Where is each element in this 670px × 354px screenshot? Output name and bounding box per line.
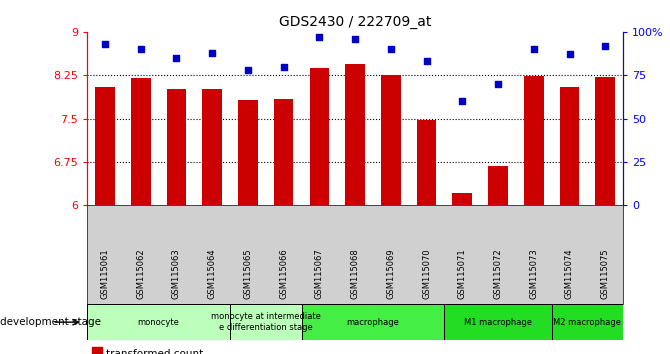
Point: [350, 36, 360, 42]
Bar: [230, 304, 302, 340]
Text: GSM115069: GSM115069: [387, 249, 395, 299]
Point: [385, 46, 396, 52]
Text: GSM115071: GSM115071: [458, 249, 467, 299]
Text: M1 macrophage: M1 macrophage: [464, 318, 532, 327]
Bar: [167, 88, 186, 205]
Text: GSM115068: GSM115068: [350, 249, 360, 299]
Bar: [524, 76, 543, 205]
Bar: [274, 99, 293, 205]
Point: [529, 46, 539, 52]
Bar: [92, 347, 102, 354]
Text: transformed count: transformed count: [106, 349, 203, 354]
Text: GSM115074: GSM115074: [565, 249, 574, 299]
Text: GSM115075: GSM115075: [601, 249, 610, 299]
Bar: [452, 193, 472, 205]
Text: monocyte: monocyte: [137, 318, 180, 327]
Bar: [238, 100, 258, 205]
Text: GSM115073: GSM115073: [529, 249, 538, 299]
Text: development stage: development stage: [0, 317, 101, 327]
Text: monocyte at intermediate
e differentiation stage: monocyte at intermediate e differentiati…: [211, 313, 321, 332]
Point: [207, 50, 218, 56]
Text: GSM115067: GSM115067: [315, 249, 324, 299]
Text: GSM115070: GSM115070: [422, 249, 431, 299]
Bar: [202, 88, 222, 205]
Point: [492, 81, 503, 87]
Text: GSM115061: GSM115061: [100, 249, 109, 299]
Bar: [488, 166, 508, 205]
Point: [135, 46, 146, 52]
Text: GSM115062: GSM115062: [136, 249, 145, 299]
Point: [564, 52, 575, 57]
Bar: [345, 64, 365, 205]
Bar: [310, 68, 329, 205]
Text: macrophage: macrophage: [346, 318, 399, 327]
Text: GSM115064: GSM115064: [208, 249, 216, 299]
Text: GSM115072: GSM115072: [494, 249, 502, 299]
Point: [171, 55, 182, 61]
Bar: [559, 87, 580, 205]
Point: [600, 43, 610, 48]
Point: [457, 98, 468, 104]
Bar: [87, 304, 230, 340]
Point: [421, 58, 432, 64]
Bar: [596, 77, 615, 205]
Text: GSM115065: GSM115065: [243, 249, 253, 299]
Bar: [444, 304, 551, 340]
Bar: [381, 75, 401, 205]
Bar: [417, 120, 436, 205]
Text: GSM115063: GSM115063: [172, 249, 181, 299]
Bar: [131, 78, 151, 205]
Point: [243, 67, 253, 73]
Text: M2 macrophage: M2 macrophage: [553, 318, 621, 327]
Text: GSM115066: GSM115066: [279, 249, 288, 299]
Bar: [95, 87, 115, 205]
Bar: [302, 304, 444, 340]
Point: [314, 34, 325, 40]
Title: GDS2430 / 222709_at: GDS2430 / 222709_at: [279, 16, 431, 29]
Point: [278, 64, 289, 69]
Point: [100, 41, 111, 47]
Bar: [551, 304, 623, 340]
